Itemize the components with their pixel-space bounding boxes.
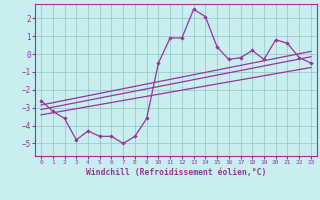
X-axis label: Windchill (Refroidissement éolien,°C): Windchill (Refroidissement éolien,°C) bbox=[86, 168, 266, 177]
